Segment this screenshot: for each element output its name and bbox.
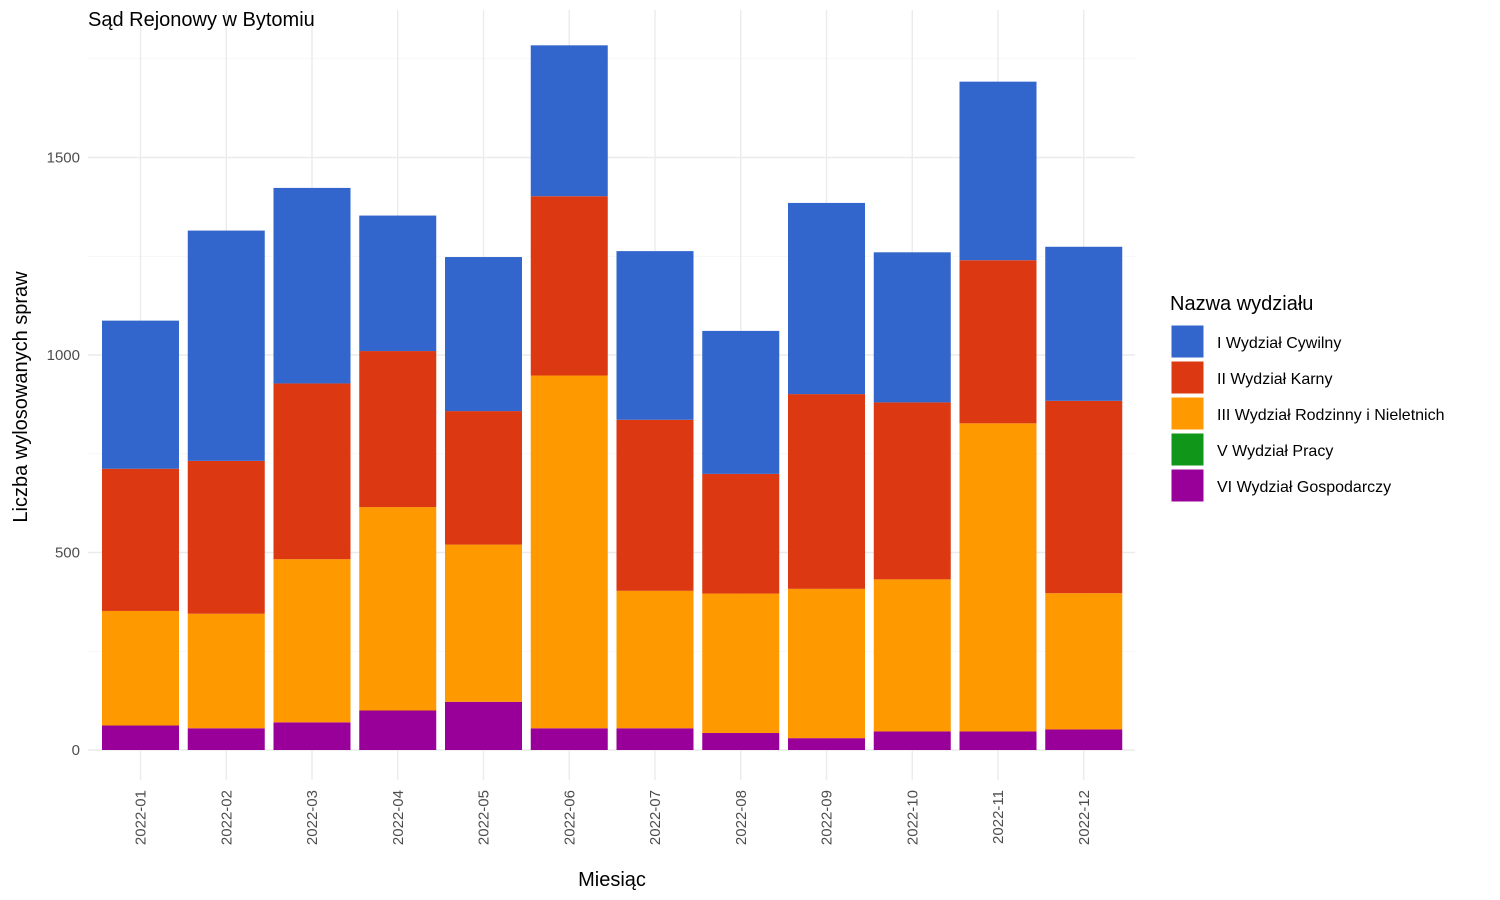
bar-segment: [1045, 246, 1123, 401]
bar-segment: [959, 423, 1037, 732]
legend-swatch: [1170, 468, 1205, 503]
bar-segment: [616, 590, 694, 729]
y-tick-label: 1000: [47, 347, 80, 364]
x-tick-label: 2022-01: [133, 790, 150, 845]
bar-segment: [959, 260, 1037, 424]
bar-segment: [445, 701, 522, 750]
bar-segment: [702, 330, 780, 474]
x-tick-label: 2022-04: [390, 790, 407, 845]
bar-segment: [873, 731, 951, 750]
bar-segment: [273, 559, 351, 723]
legend-label: III Wydział Rodzinny i Nieletnich: [1217, 407, 1445, 424]
legend-label: V Wydział Pracy: [1217, 443, 1333, 460]
x-tick-label: 2022-06: [561, 790, 578, 845]
x-tick-label: 2022-07: [647, 790, 664, 845]
bar-segment: [102, 610, 179, 726]
bar-segment: [616, 251, 694, 420]
bar-segment: [702, 593, 780, 734]
bar-segment: [873, 579, 951, 732]
y-tick-label: 1500: [47, 150, 80, 167]
y-tick-label: 0: [72, 742, 80, 759]
x-tick-label: 2022-12: [1076, 790, 1093, 845]
bar-segment: [359, 351, 437, 508]
legend-label: II Wydział Karny: [1217, 371, 1332, 388]
legend-title: Nazwa wydziału: [1170, 293, 1313, 315]
bar-segment: [445, 411, 522, 545]
bar-segment: [102, 725, 179, 750]
x-tick-label: 2022-09: [819, 790, 836, 845]
bar-segment: [788, 202, 865, 395]
bar-segment: [359, 215, 437, 352]
bar-segment: [187, 613, 265, 729]
x-tick-label: 2022-11: [990, 790, 1007, 844]
bar-segment: [445, 257, 522, 412]
bar-segment: [530, 375, 608, 729]
legend-label: VI Wydział Gospodarczy: [1217, 479, 1391, 496]
bar-segment: [1045, 400, 1123, 594]
y-axis-title: Liczba wylosowanych spraw: [10, 271, 32, 523]
y-axis-ticks: 0 500 1000 1500: [47, 150, 80, 760]
y-tick-label: 500: [55, 545, 80, 562]
legend: Nazwa wydziału I Wydział Cywilny II Wydzi…: [1170, 293, 1445, 503]
bar-segment: [616, 419, 694, 591]
bar-segment: [445, 544, 522, 702]
bars: [102, 45, 1123, 750]
bar-segment: [273, 722, 351, 750]
bar-segment: [530, 728, 608, 750]
bar-segment: [359, 507, 437, 711]
bar-segment: [102, 320, 179, 469]
bar-segment: [959, 731, 1037, 750]
bar-segment: [273, 383, 351, 560]
legend-swatch: [1170, 324, 1205, 359]
bar-segment: [959, 81, 1037, 261]
bar-segment: [273, 187, 351, 384]
bar-segment: [788, 394, 865, 589]
legend-swatch: [1170, 432, 1205, 467]
bar-segment: [530, 45, 608, 197]
bar-segment: [1045, 729, 1123, 750]
bar-segment: [702, 733, 780, 750]
x-tick-label: 2022-10: [904, 790, 921, 845]
bar-segment: [873, 402, 951, 580]
bar-segment: [187, 460, 265, 614]
bar-segment: [1045, 593, 1123, 730]
x-tick-label: 2022-08: [733, 790, 750, 845]
x-tick-label: 2022-05: [476, 790, 493, 845]
bar-segment: [359, 710, 437, 750]
bar-segment: [616, 728, 694, 750]
x-tick-label: 2022-03: [304, 790, 321, 845]
legend-swatch: [1170, 360, 1205, 395]
bar-segment: [702, 473, 780, 594]
x-axis-title: Miesiąc: [578, 869, 646, 891]
bar-segment: [530, 196, 608, 376]
chart-title: Sąd Rejonowy w Bytomiu: [88, 9, 315, 31]
x-tick-label: 2022-02: [218, 790, 235, 845]
legend-swatch: [1170, 396, 1205, 431]
bar-segment: [788, 588, 865, 739]
bar-segment: [788, 738, 865, 750]
bar-segment: [187, 230, 265, 461]
bar-segment: [102, 468, 179, 611]
legend-label: I Wydział Cywilny: [1217, 335, 1341, 352]
bar-segment: [187, 728, 265, 750]
bar-segment: [873, 252, 951, 403]
x-axis-ticks: 2022-01 2022-02 2022-03 2022-04 2022-05 2022-…: [133, 790, 1093, 845]
